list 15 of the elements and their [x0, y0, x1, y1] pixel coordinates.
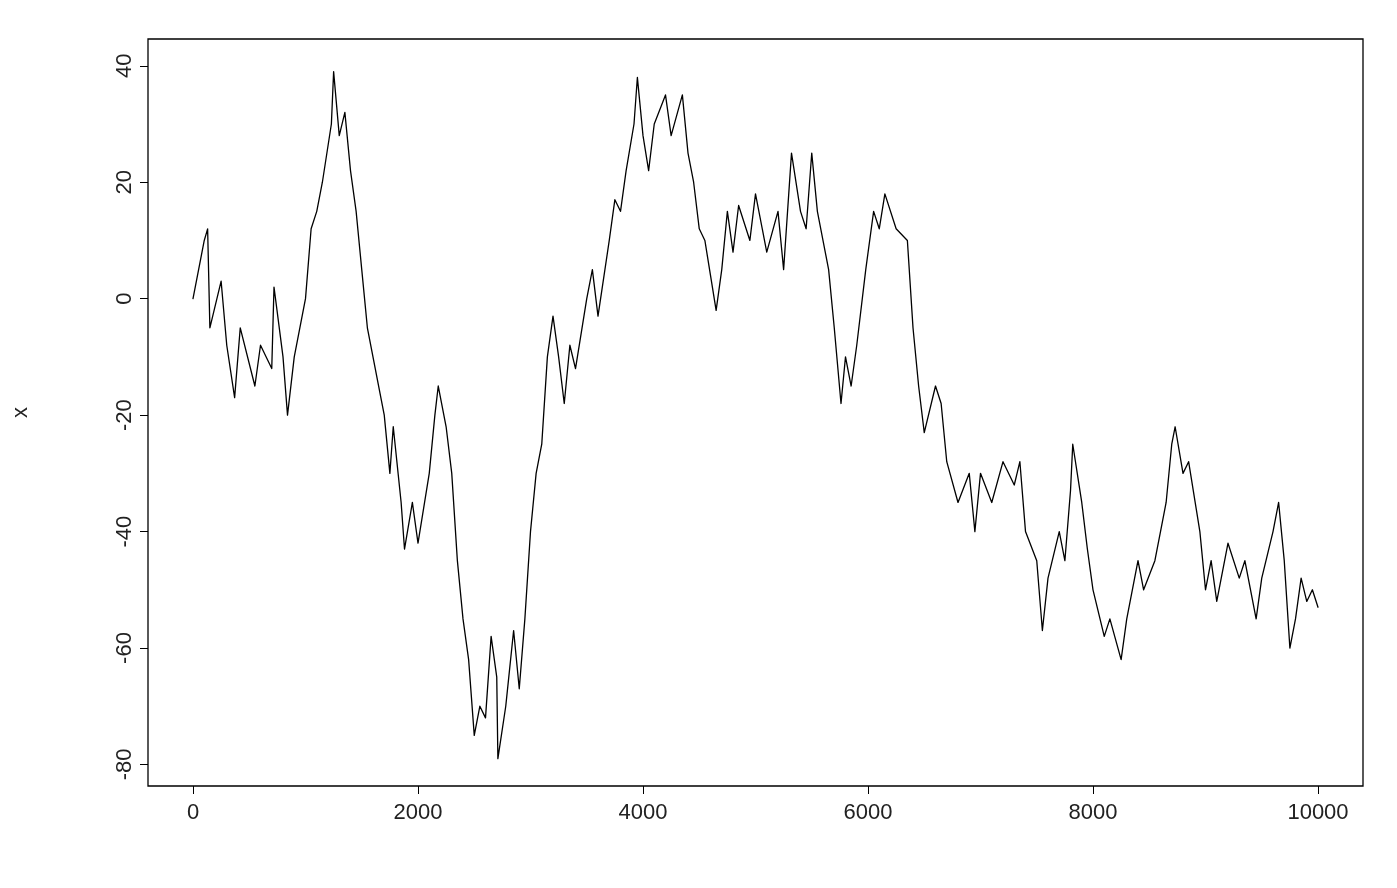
x-tick-label: 2000	[393, 798, 443, 824]
y-tick-label: -20	[110, 399, 136, 432]
x-tick-label: 10000	[1287, 798, 1349, 824]
x-tick-label: 0	[186, 798, 200, 824]
y-tick-label: -60	[110, 632, 136, 664]
y-axis-title: x	[6, 407, 32, 418]
line-series	[192, 70, 1319, 760]
x-tick-label: 8000	[1068, 798, 1118, 824]
y-tick-label: -80	[110, 748, 136, 781]
y-tick-label: 40	[110, 53, 136, 79]
x-tick-label: 4000	[618, 798, 668, 824]
y-tick-label: 20	[110, 169, 136, 195]
y-tick-label: 0	[110, 292, 136, 305]
x-tick-label: 6000	[843, 798, 893, 824]
y-tick-label: -40	[110, 515, 136, 548]
